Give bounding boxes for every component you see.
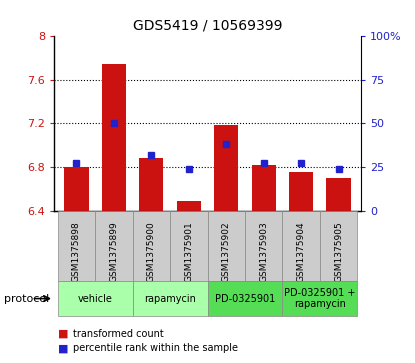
Text: GSM1375902: GSM1375902 (222, 221, 231, 282)
Text: ■: ■ (58, 343, 68, 354)
Text: GSM1375903: GSM1375903 (259, 221, 268, 282)
Text: ■: ■ (58, 329, 68, 339)
Bar (102, 64, 126, 211)
Text: percentile rank within the sample: percentile rank within the sample (73, 343, 238, 354)
Bar (251, 165, 276, 211)
Text: GSM1375901: GSM1375901 (184, 221, 193, 282)
Bar (214, 125, 238, 211)
Bar (282, 211, 320, 281)
Bar (245, 211, 282, 281)
Text: protocol: protocol (4, 294, 49, 303)
Title: GDS5419 / 10569399: GDS5419 / 10569399 (133, 19, 282, 32)
Text: transformed count: transformed count (73, 329, 164, 339)
Bar (282, 281, 357, 316)
Text: GSM1375905: GSM1375905 (334, 221, 343, 282)
Bar (133, 281, 208, 316)
Bar (58, 211, 95, 281)
Text: GSM1375899: GSM1375899 (110, 221, 118, 282)
Bar (177, 201, 201, 211)
Bar (170, 211, 208, 281)
Text: GSM1375898: GSM1375898 (72, 221, 81, 282)
Bar (208, 211, 245, 281)
Bar (133, 211, 170, 281)
Bar (289, 172, 313, 211)
Bar (58, 281, 133, 316)
Bar (64, 167, 88, 211)
Bar (327, 178, 351, 211)
Bar (139, 158, 164, 211)
Text: rapamycin: rapamycin (144, 294, 196, 303)
Text: GSM1375900: GSM1375900 (147, 221, 156, 282)
Bar (95, 211, 133, 281)
Text: vehicle: vehicle (78, 294, 112, 303)
Text: GSM1375904: GSM1375904 (297, 221, 305, 282)
Text: PD-0325901: PD-0325901 (215, 294, 275, 303)
Bar (208, 281, 282, 316)
Text: PD-0325901 +
rapamycin: PD-0325901 + rapamycin (284, 288, 356, 309)
Bar (320, 211, 357, 281)
